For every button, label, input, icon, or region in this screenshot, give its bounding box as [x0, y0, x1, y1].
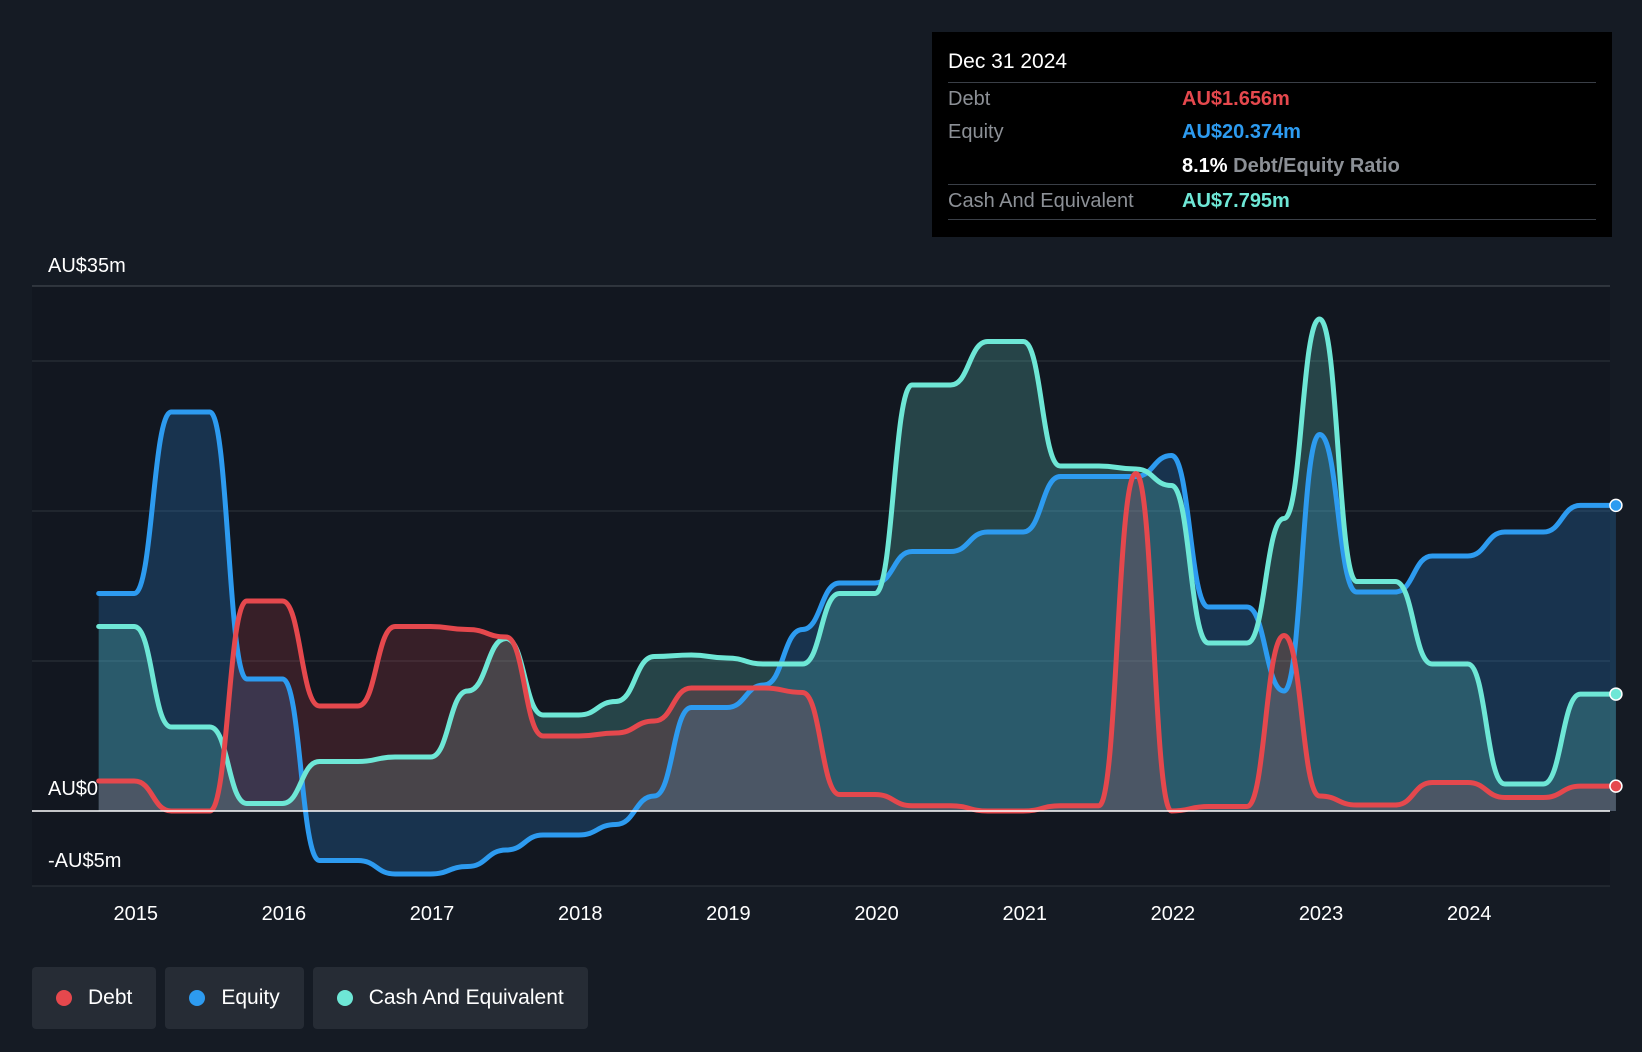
debt-endpoint	[1609, 779, 1623, 793]
data-tooltip: Dec 31 2024 Debt AU$1.656m Equity AU$20.…	[932, 32, 1612, 237]
x-axis-labels: 2015 2016 2017 2018 2019 2020 2021 2022 2023 2024	[113, 903, 1491, 925]
x-tick-label: 2016	[262, 903, 307, 925]
equity-area	[98, 412, 1616, 874]
cash-and-equivalent-line	[96, 316, 1619, 807]
legend-item-cash[interactable]: Cash And Equivalent	[312, 967, 588, 1029]
legend-label-debt: Debt	[88, 986, 133, 1009]
series-lines	[96, 316, 1619, 877]
debt-area	[98, 473, 1616, 811]
x-tick-label: 2015	[113, 903, 158, 925]
x-tick-label: 2018	[558, 903, 603, 925]
x-tick-label: 2021	[1002, 903, 1047, 925]
x-tick-label: 2019	[706, 903, 751, 925]
series-endpoints	[1609, 498, 1623, 793]
chart-legend: Debt Equity Cash And Equivalent	[32, 967, 588, 1029]
equity-line	[96, 409, 1619, 877]
equity-endpoint	[1609, 498, 1623, 513]
tooltip-cash-value: AU$7.795m	[1182, 190, 1290, 212]
tooltip-row-cash: Cash And Equivalent AU$7.795m	[948, 184, 1596, 220]
tooltip-ratio: 8.1% Debt/Equity Ratio	[1182, 155, 1400, 178]
y-tick-label: AU$0	[48, 778, 98, 800]
legend-label-cash: Cash And Equivalent	[368, 986, 564, 1009]
tooltip-debt-value: AU$1.656m	[1182, 88, 1290, 110]
plot-background	[32, 286, 1610, 886]
debt-line	[96, 471, 1619, 814]
tooltip-debt-label: Debt	[948, 88, 991, 110]
x-tick-label: 2022	[1151, 903, 1196, 925]
y-tick-label: AU$35m	[48, 255, 126, 277]
x-tick-label: 2023	[1299, 903, 1344, 925]
debt-dot-icon	[56, 990, 72, 1006]
x-tick-label: 2017	[410, 903, 455, 925]
tooltip-equity-value: AU$20.374m	[1182, 121, 1301, 143]
tooltip-row-ratio: 8.1% Debt/Equity Ratio	[948, 150, 1596, 184]
tooltip-date: Dec 31 2024	[948, 50, 1068, 73]
tooltip-ratio-label: Debt/Equity Ratio	[1233, 155, 1400, 177]
legend-item-equity[interactable]: Equity	[165, 967, 304, 1029]
tooltip-row-equity: Equity AU$20.374m	[948, 116, 1596, 150]
x-tick-label: 2024	[1447, 903, 1492, 925]
tooltip-cash-label: Cash And Equivalent	[948, 190, 1134, 212]
cash-dot-icon	[336, 990, 353, 1006]
legend-label-equity: Equity	[221, 986, 280, 1009]
y-axis-labels: AU$35m AU$0 -AU$5m	[48, 255, 126, 872]
x-tick-label: 2020	[854, 903, 899, 925]
equity-dot-icon	[189, 990, 206, 1006]
legend-item-debt[interactable]: Debt	[32, 967, 157, 1029]
gridlines	[32, 285, 1610, 887]
tooltip-row-debt: Debt AU$1.656m	[948, 82, 1596, 117]
tooltip-ratio-percent: 8.1%	[1182, 155, 1228, 177]
y-tick-label: -AU$5m	[48, 850, 121, 872]
tooltip-equity-label: Equity	[948, 121, 1004, 143]
cash-and-equivalent-endpoint	[1609, 687, 1623, 701]
